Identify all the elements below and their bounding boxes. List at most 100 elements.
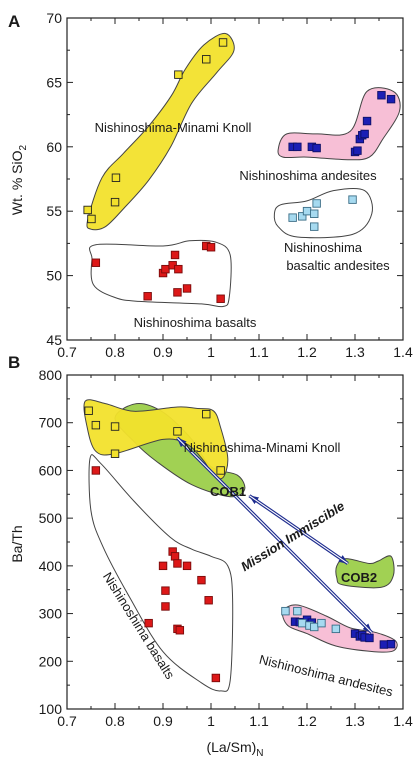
panel-a-point-na-3	[312, 143, 321, 153]
panel-a-point-na-10	[377, 91, 386, 100]
panel-b-point-nb-4	[161, 602, 170, 611]
panel-b-x-tick-label: 1.2	[297, 713, 317, 729]
panel-a-y-tick-label: 60	[46, 139, 62, 155]
panel-b-label-na: Nishinoshima andesites	[258, 652, 395, 700]
panel-a-x-tick-label: 1.1	[249, 344, 269, 360]
panel-a-point-na-9	[362, 116, 372, 126]
panel-b-x-tick-label: 1.1	[249, 713, 269, 729]
panel-a-x-tick-label: 1.4	[393, 344, 413, 360]
panel-a-point-nb-1	[143, 292, 152, 301]
panel-a-x-tick-label: 0.9	[153, 344, 173, 360]
panel-a-point-nb-7	[174, 264, 183, 274]
panel-a-x-tick-label: 1.2	[297, 344, 317, 360]
panel-b-point-nba-6	[331, 624, 341, 634]
panel-a-x-tick-label: 0.8	[105, 344, 125, 360]
panel-b-point-nb-10	[182, 561, 192, 571]
panel-a-point-nmk-3	[111, 173, 121, 182]
panel-a-point-nba-1	[298, 212, 307, 221]
panel-a-y-tick-label: 45	[46, 332, 62, 348]
panel-a-point-nmk-2	[110, 197, 120, 207]
panel-a-point-nmk-5	[202, 55, 211, 64]
panel-a-letter: A	[8, 12, 20, 31]
panel-a-point-nmk-4	[174, 70, 183, 79]
panel-b-x-tick-label: 1.3	[345, 713, 365, 729]
panel-a-label-nb: Nishinoshima basalts	[134, 315, 257, 330]
panel-a-point-nb-8	[182, 284, 192, 293]
panel-a-region-nba	[273, 187, 373, 239]
panel-a-y-tick-label: 50	[46, 268, 62, 284]
panel-b-arrows	[176, 436, 374, 634]
panel-a-point-nb-6	[173, 288, 182, 297]
panel-a-y-tick-label: 70	[46, 10, 62, 26]
panel-a-points	[83, 38, 396, 303]
panel-a-point-nmk-1	[87, 214, 96, 224]
panel-b-point-nba-1	[293, 606, 302, 616]
panel-b-point-nba-5	[317, 618, 326, 628]
panel-a-label-nba-line1: Nishinoshima	[284, 240, 363, 255]
panel-b-x-tick-label: 0.8	[105, 713, 125, 729]
panel-a-x-tick-label: 1	[207, 344, 215, 360]
panel-b-point-nba-4	[310, 622, 319, 632]
panel-b-y-tick-label: 800	[39, 367, 63, 383]
panel-b-point-nb-0	[91, 466, 101, 475]
panel-a-point-na-11	[386, 94, 396, 104]
panel-a-point-nb-3	[161, 264, 170, 274]
panel-a-y-tick-label: 55	[46, 203, 62, 219]
panel-a-point-na-8	[360, 129, 369, 139]
panel-b-point-nb-11	[197, 575, 206, 585]
panel-a-x-tick-label: 0.7	[57, 344, 77, 360]
panel-b-y-tick-label: 100	[39, 701, 63, 717]
panel-a-y-tick-label: 65	[46, 74, 62, 90]
panel-b-point-nmk-5	[202, 409, 211, 419]
panel-b-point-nmk-3	[110, 449, 120, 458]
panel-a-y-axis-label: Wt. % SiO2	[9, 145, 29, 216]
panel-b-letter: B	[8, 353, 20, 372]
panel-b-y-tick-label: 700	[39, 415, 63, 431]
panel-b-point-nb-12	[204, 596, 213, 605]
panel-a-point-nmk-6	[218, 38, 228, 47]
panel-a-label-nmk: Nishinoshima-Minami Knoll	[95, 120, 252, 135]
panel-b-y-tick-label: 500	[39, 510, 63, 526]
panel-a-point-nba-4	[312, 199, 321, 208]
panel-b-point-nmk-0	[84, 406, 93, 415]
panel-b-x-axis-label: (La/Sm)N	[206, 739, 263, 759]
panel-b-x-tick-label: 0.9	[153, 713, 173, 729]
panel-b-label-cob1: COB1	[210, 484, 246, 499]
panel-b-y-tick-label: 300	[39, 606, 63, 622]
panel-b-point-nb-13	[211, 673, 221, 683]
panel-a-point-nb-0	[91, 258, 101, 267]
panel-a-point-na-5	[353, 146, 362, 155]
panel-b-mission-immiscible-label: Mission Immiscible	[238, 498, 347, 574]
panel-b-point-nb-7	[173, 559, 182, 568]
panel-b-point-nmk-6	[216, 466, 225, 475]
panel-a-point-nba-5	[310, 222, 319, 231]
panel-a-x-tick-label: 1.3	[345, 344, 365, 360]
panel-a-point-nba-0	[288, 213, 297, 222]
panel-b-point-nb-6	[170, 552, 180, 561]
panel-a-region-na	[277, 87, 401, 161]
panel-b-x-tick-label: 0.7	[57, 713, 77, 729]
panel-a-point-nba-3	[310, 209, 319, 218]
panel-a-point-nb-5	[170, 250, 180, 260]
panel-b-y-tick-label: 600	[39, 462, 63, 478]
panel-b-point-na-9	[379, 640, 389, 649]
panel-b-label-cob2: COB2	[341, 570, 377, 585]
panel-a-point-nba-6	[348, 195, 357, 204]
panel-a-point-nmk-0	[83, 205, 92, 215]
panel-b-point-nb-2	[158, 561, 168, 571]
panel-a-label-na: Nishinoshima andesites	[239, 168, 377, 183]
panel-b-point-nmk-2	[110, 422, 120, 431]
panel-a-region-nmk	[86, 32, 235, 231]
panel-b-x-tick-label: 1.4	[393, 713, 413, 729]
panel-b-point-nba-0	[281, 606, 290, 616]
panel-b-point-na-8	[365, 633, 374, 643]
panel-b-x-tick-label: 1	[207, 713, 215, 729]
panel-b-point-nb-9	[175, 626, 185, 635]
panel-b-axes: 0.7 0.8 0.9 1 1.1 1.2 1.3 1.4 100 200 300 400 500 600…	[39, 367, 413, 729]
panel-b-point-nba-2	[298, 618, 307, 628]
panel-b-point-nb-1	[144, 618, 153, 628]
panel-b-arrow-cob1-cob2-inner	[249, 495, 349, 564]
panel-b-point-nmk-1	[91, 420, 101, 430]
panel-a-point-nba-2	[302, 206, 312, 216]
panel-a-point-nb-11	[216, 294, 225, 303]
